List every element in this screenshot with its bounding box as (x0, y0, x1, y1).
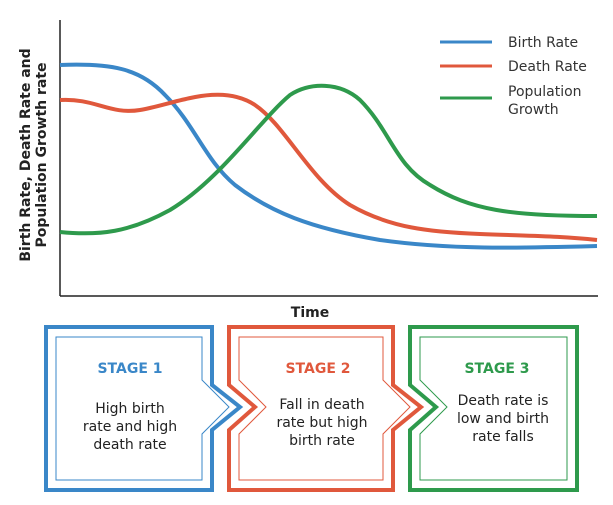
population-growth-curve (59, 83, 598, 236)
stage-text: death rate (93, 437, 166, 453)
y-axis-label: Birth Rate, Death Rate and Population Gr… (18, 48, 50, 261)
stage-text: Fall in death (279, 397, 364, 413)
stage-box (227, 325, 425, 492)
stage-box (408, 325, 579, 492)
legend-label: Population (508, 84, 582, 100)
stage-inner-box (419, 336, 568, 481)
y-label-line: Population Growth rate (34, 62, 50, 247)
stage-text: rate falls (472, 429, 533, 445)
death-rate-curve (59, 92, 598, 242)
stage-text: low and birth (457, 411, 549, 427)
legend-label: Birth Rate (508, 35, 578, 51)
stage-title: STAGE 2 (285, 361, 350, 377)
legend-label: Growth (508, 102, 559, 118)
stage-text: birth rate (289, 433, 355, 449)
stage-text: rate but high (276, 415, 367, 431)
stage-box (44, 325, 244, 492)
stage-title: STAGE 3 (464, 361, 529, 377)
stage-inner-box (238, 336, 411, 481)
stage-text: High birth (95, 401, 165, 417)
stage-text: rate and high (83, 419, 177, 435)
y-label-line: Birth Rate, Death Rate and (18, 48, 34, 261)
stage-title: STAGE 1 (97, 361, 162, 377)
birth-rate-curve (59, 62, 598, 250)
legend-label: Death Rate (508, 59, 587, 75)
stage-inner-box (55, 336, 230, 481)
x-axis-label: Time (291, 305, 329, 321)
stage-text: Death rate is (458, 393, 549, 409)
